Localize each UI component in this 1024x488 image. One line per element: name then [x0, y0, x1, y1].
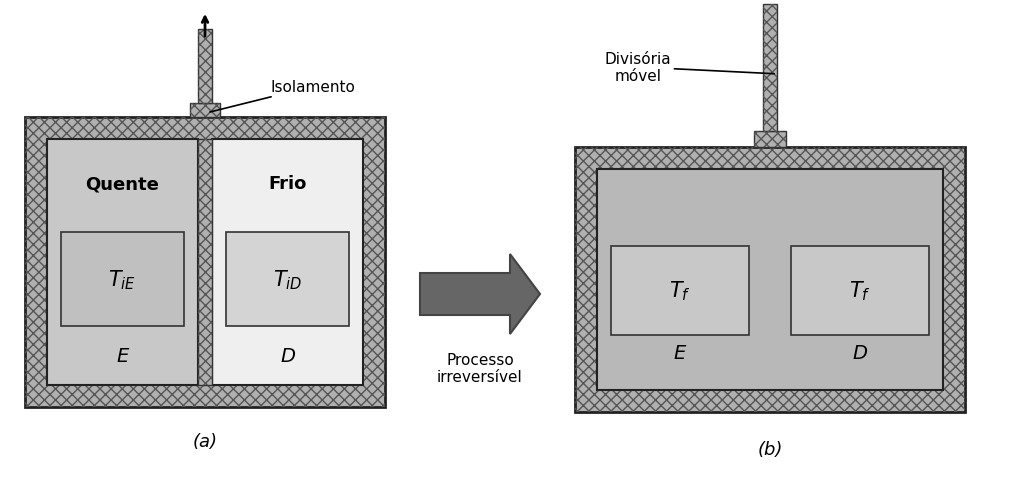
Bar: [61, 233, 184, 326]
Bar: [47, 140, 198, 385]
Bar: [25, 118, 385, 407]
Text: $T_f$: $T_f$: [849, 279, 870, 303]
Text: Frio: Frio: [268, 175, 306, 193]
Bar: [575, 148, 965, 412]
Text: D: D: [280, 346, 295, 365]
Bar: [754, 132, 786, 148]
Text: Divisória
móvel: Divisória móvel: [605, 52, 774, 84]
Text: (a): (a): [193, 432, 217, 450]
Text: D: D: [853, 343, 867, 362]
Polygon shape: [420, 254, 540, 334]
Bar: [212, 140, 362, 385]
Bar: [597, 170, 943, 390]
Text: Isolamento: Isolamento: [210, 80, 355, 113]
Bar: [198, 30, 212, 104]
Bar: [763, 5, 777, 132]
Text: $T_{iD}$: $T_{iD}$: [272, 268, 302, 291]
Text: (b): (b): [758, 440, 782, 458]
Bar: [611, 247, 749, 335]
Text: E: E: [117, 346, 129, 365]
Bar: [198, 140, 212, 385]
Text: $T_f$: $T_f$: [669, 279, 691, 303]
Bar: [754, 132, 786, 148]
Bar: [575, 148, 965, 412]
Bar: [25, 118, 385, 407]
Text: Quente: Quente: [86, 175, 160, 193]
Bar: [791, 247, 929, 335]
Bar: [190, 104, 220, 118]
Bar: [226, 233, 349, 326]
Text: $T_{iE}$: $T_{iE}$: [109, 268, 136, 291]
Bar: [198, 140, 212, 385]
Text: E: E: [674, 343, 686, 362]
Bar: [763, 5, 777, 132]
Bar: [190, 104, 220, 118]
Text: Processo
irreversível: Processo irreversível: [437, 352, 523, 385]
Bar: [198, 30, 212, 104]
